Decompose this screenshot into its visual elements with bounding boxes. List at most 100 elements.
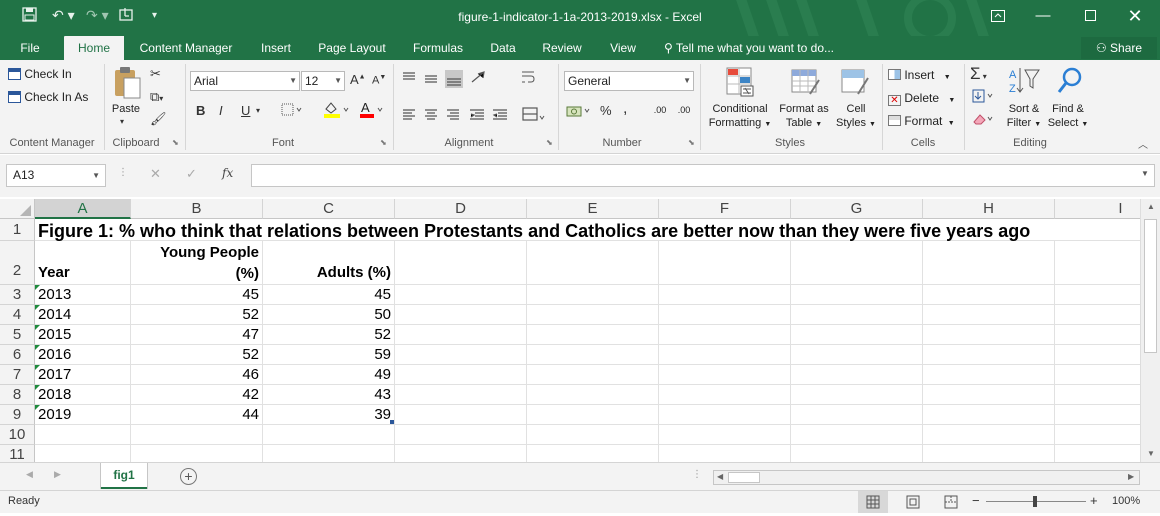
font-launcher-icon[interactable]: ⬊ — [380, 138, 387, 147]
paste-dropdown-icon[interactable]: ▾ — [120, 117, 125, 126]
column-header-d[interactable]: D — [395, 199, 527, 219]
year-cell[interactable]: 2017 — [38, 366, 72, 383]
header-year-cell[interactable]: Year — [38, 264, 70, 281]
year-cell[interactable]: 2018 — [38, 386, 72, 403]
tab-page-layout[interactable]: Page Layout — [318, 41, 386, 55]
conditional-formatting-icon[interactable] — [725, 66, 755, 101]
column-header-h[interactable]: H — [923, 199, 1055, 219]
young-people-cell[interactable]: 52 — [242, 346, 259, 363]
year-cell[interactable]: 2015 — [38, 326, 72, 343]
sort-filter-button[interactable]: Sort & Filter ▼ — [1000, 102, 1048, 132]
scroll-tabs-left-icon[interactable]: ◀ — [26, 469, 33, 479]
column-header-e[interactable]: E — [527, 199, 659, 219]
young-people-cell[interactable]: 46 — [242, 366, 259, 383]
decrease-decimal-button[interactable]: .00 — [677, 105, 691, 115]
format-painter-icon[interactable]: 🖌 — [150, 111, 167, 126]
tab-content-manager[interactable]: Content Manager — [139, 41, 233, 55]
adults-cell[interactable]: 45 — [374, 286, 391, 303]
row-header-7[interactable]: 7 — [0, 365, 35, 385]
alignment-icons[interactable] — [400, 70, 550, 136]
cancel-entry-icon[interactable]: ✕ — [150, 166, 161, 181]
check-in-as-button[interactable]: Check In As — [8, 90, 88, 104]
young-people-cell[interactable]: 47 — [242, 326, 259, 343]
adults-cell[interactable]: 52 — [374, 326, 391, 343]
worksheet-grid[interactable]: A B C D E F G H I 1 2 3 4 5 6 7 8 9 10 1… — [0, 199, 1140, 462]
share-button[interactable]: ⚇ Share — [1081, 37, 1157, 59]
adults-cell[interactable]: 39 — [374, 406, 391, 423]
young-people-cell[interactable]: 44 — [242, 406, 259, 423]
redo-icon[interactable]: ↷ ▾ — [86, 7, 109, 23]
autosum-icon[interactable]: Σ ▾ — [970, 64, 987, 83]
header-young-people-cell[interactable]: Young People (%) — [131, 242, 259, 284]
cell-styles-button[interactable]: Cell Styles ▼ — [834, 102, 878, 132]
zoom-out-button[interactable]: − — [972, 493, 980, 508]
tab-view[interactable]: View — [610, 41, 636, 55]
zoom-in-button[interactable]: + — [1090, 493, 1098, 508]
cut-icon[interactable]: ✂ — [150, 66, 161, 81]
row-header-11[interactable]: 11 — [0, 445, 35, 462]
wrap-text-icon[interactable] — [521, 70, 535, 89]
ribbon-display-options-icon[interactable] — [986, 5, 1010, 27]
italic-button[interactable]: I — [219, 103, 223, 118]
enter-entry-icon[interactable]: ✓ — [186, 166, 197, 181]
row-header-4[interactable]: 4 — [0, 305, 35, 325]
year-cell[interactable]: 2013 — [38, 286, 72, 303]
close-button[interactable]: ✕ — [1127, 6, 1143, 26]
cell-styles-icon[interactable] — [840, 66, 870, 101]
customize-qat-icon[interactable]: ▾ — [152, 10, 158, 21]
collapse-ribbon-icon[interactable]: ︿ — [1138, 140, 1148, 151]
copy-icon[interactable]: ⧉▾ — [150, 89, 164, 104]
year-cell[interactable]: 2019 — [38, 406, 72, 423]
column-header-i[interactable]: I — [1055, 199, 1140, 219]
save-icon[interactable] — [22, 7, 37, 25]
column-header-c[interactable]: C — [263, 199, 395, 219]
row-header-9[interactable]: 9 — [0, 405, 35, 425]
font-size-select[interactable]: 12 ▼ — [301, 71, 345, 91]
alignment-launcher-icon[interactable]: ⬊ — [546, 138, 553, 147]
touch-mode-icon[interactable] — [119, 7, 135, 25]
formula-input[interactable] — [251, 164, 1155, 187]
increase-decimal-button[interactable]: .00 — [653, 105, 667, 115]
add-sheet-icon[interactable]: + — [180, 468, 197, 485]
column-header-f[interactable]: F — [659, 199, 791, 219]
format-as-table-icon[interactable] — [790, 66, 820, 101]
accounting-format-icon[interactable] — [566, 104, 594, 121]
underline-button[interactable]: U — [241, 103, 251, 118]
shrink-font-icon[interactable]: A▼ — [372, 74, 387, 87]
borders-icon[interactable] — [281, 103, 303, 120]
adults-cell[interactable]: 50 — [374, 306, 391, 323]
row-header-8[interactable]: 8 — [0, 385, 35, 405]
find-select-icon[interactable] — [1056, 66, 1084, 99]
grow-font-icon[interactable]: A▲ — [350, 72, 366, 87]
normal-view-button[interactable] — [858, 491, 888, 513]
number-launcher-icon[interactable]: ⬊ — [688, 138, 695, 147]
sheet-title-cell[interactable]: Figure 1: % who think that relations bet… — [38, 221, 1031, 241]
column-header-g[interactable]: G — [791, 199, 923, 219]
find-select-button[interactable]: Find & Select ▼ — [1046, 102, 1090, 132]
year-cell[interactable]: 2014 — [38, 306, 72, 323]
tell-me-search[interactable]: ⚲ Tell me what you want to do... — [664, 36, 834, 60]
zoom-slider-thumb[interactable] — [1033, 496, 1037, 507]
tab-home[interactable]: Home — [64, 36, 124, 61]
scroll-right-icon[interactable]: ▶ — [1128, 472, 1135, 481]
young-people-cell[interactable]: 45 — [242, 286, 259, 303]
adults-cell[interactable]: 49 — [374, 366, 391, 383]
scroll-down-icon[interactable]: ▼ — [1147, 449, 1155, 458]
young-people-cell[interactable]: 42 — [242, 386, 259, 403]
clear-icon[interactable] — [972, 112, 996, 129]
zoom-level[interactable]: 100% — [1112, 495, 1141, 507]
row-header-6[interactable]: 6 — [0, 345, 35, 365]
horizontal-scrollbar[interactable]: ◀ ▶ — [713, 470, 1140, 485]
maximize-button[interactable] — [1078, 5, 1102, 27]
scroll-tabs-right-icon[interactable]: ▶ — [54, 469, 61, 479]
column-header-b[interactable]: B — [131, 199, 263, 219]
vertical-scroll-thumb[interactable] — [1144, 219, 1157, 353]
tab-insert[interactable]: Insert — [260, 41, 291, 55]
bold-button[interactable]: B — [196, 103, 206, 118]
page-break-preview-button[interactable] — [936, 491, 966, 513]
horizontal-scroll-thumb[interactable] — [728, 472, 760, 483]
underline-dropdown-icon[interactable]: ▾ — [256, 106, 261, 115]
paste-icon[interactable] — [112, 66, 142, 103]
insert-cells-button[interactable]: Insert ▼ — [888, 68, 951, 82]
